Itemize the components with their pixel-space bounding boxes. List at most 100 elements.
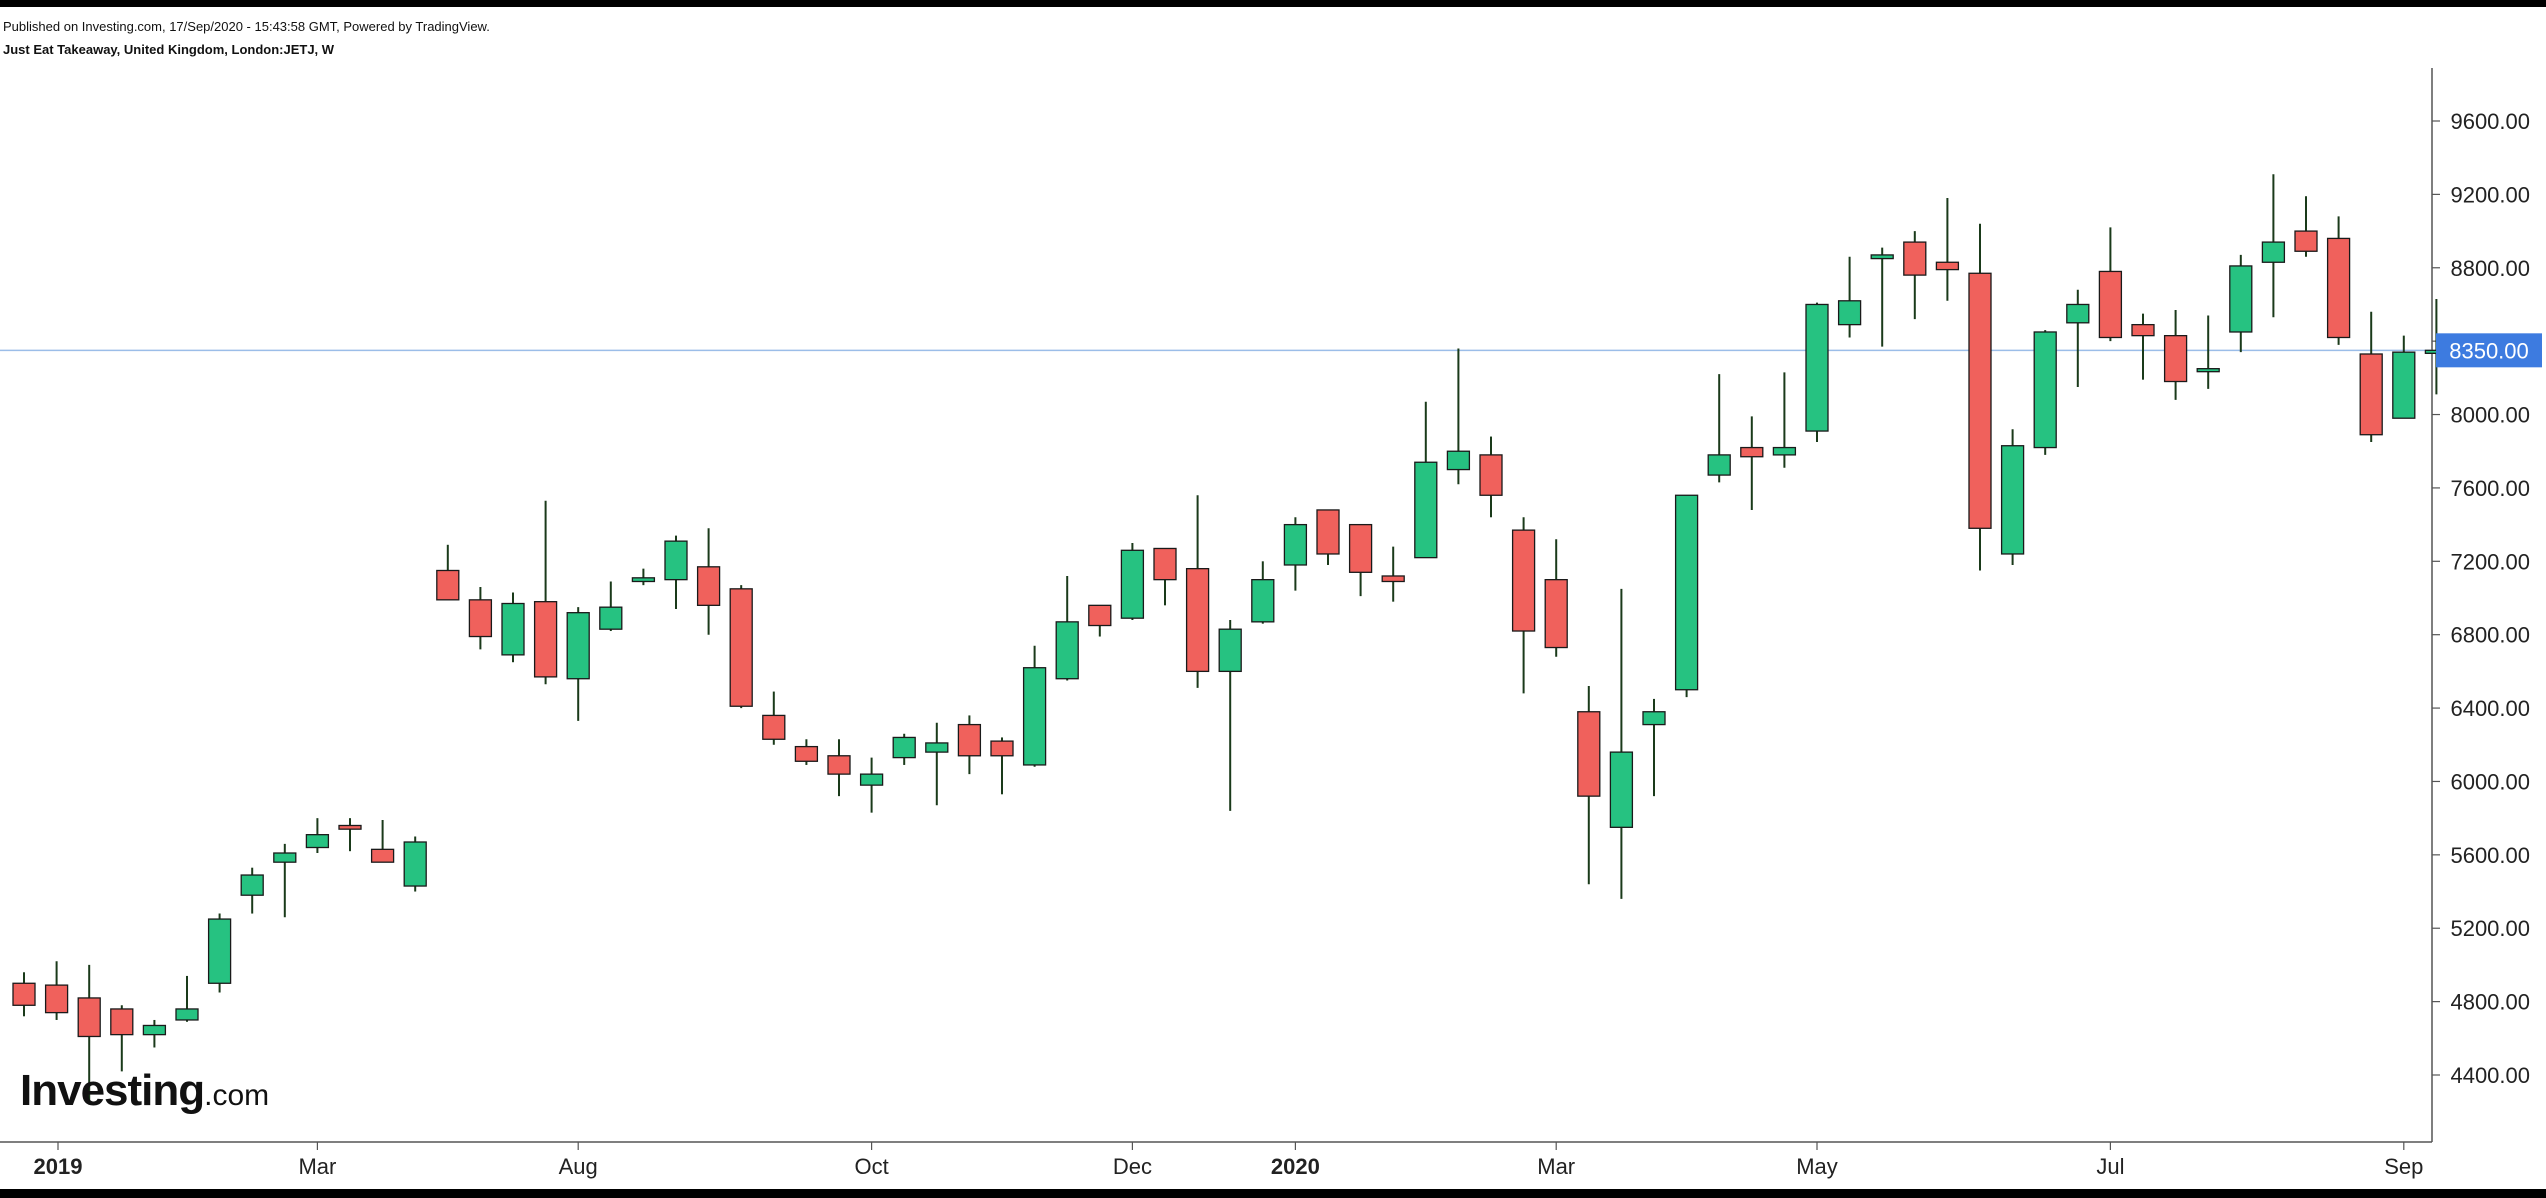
candle-up	[2033, 331, 2057, 449]
y-tick-label: 6000.00	[2450, 769, 2530, 794]
candle-down	[1348, 523, 1373, 573]
logo-brand: Investing	[20, 1066, 205, 1115]
candle-up	[501, 602, 525, 656]
candle-down	[762, 714, 786, 740]
y-tick-label: 5200.00	[2450, 916, 2530, 941]
candle-up	[2229, 265, 2253, 333]
y-tick-label: 9600.00	[2450, 109, 2530, 134]
candle-up	[1218, 628, 1242, 673]
candle-up	[2066, 303, 2090, 324]
y-tick-label: 4400.00	[2450, 1063, 2530, 1088]
candle-up	[1022, 667, 1047, 766]
candle-down	[1903, 241, 1927, 276]
candle-down	[1511, 529, 1536, 632]
candle-up	[1772, 446, 1797, 456]
candle-up	[1446, 450, 1471, 471]
x-tick-label: Mar	[298, 1154, 336, 1179]
candle-down	[2098, 270, 2123, 339]
candle-down	[794, 745, 819, 762]
y-tick-label: 8800.00	[2450, 256, 2530, 281]
y-tick-label: 7600.00	[2450, 476, 2530, 501]
candle-up	[1805, 303, 1829, 432]
x-tick-label: Jul	[2096, 1154, 2124, 1179]
candle-down	[957, 723, 982, 757]
candle-down	[2163, 334, 2188, 383]
x-tick-label: May	[1796, 1154, 1838, 1179]
x-tick-label: 2019	[34, 1154, 83, 1179]
candle-down	[1088, 604, 1112, 627]
x-tick-label: Dec	[1113, 1154, 1152, 1179]
candle-up	[2392, 351, 2416, 419]
candle-down	[436, 569, 460, 601]
candle-down	[338, 824, 362, 830]
y-tick-label: 8000.00	[2450, 403, 2530, 428]
candle-up	[1837, 300, 1862, 326]
candle-down	[110, 1008, 134, 1036]
y-tick-label: 9200.00	[2450, 182, 2530, 207]
candle-down	[827, 755, 851, 775]
candle-down	[2294, 230, 2318, 252]
candle-up	[859, 773, 884, 786]
candle-down	[1544, 579, 1568, 649]
x-tick-label: Oct	[854, 1154, 888, 1179]
candle-up	[1707, 454, 1731, 476]
x-tick-label: Sep	[2384, 1154, 2423, 1179]
candle-down	[2326, 237, 2351, 339]
candle-down	[696, 566, 721, 606]
candle-up	[240, 874, 264, 896]
candle-up	[631, 577, 656, 583]
candle-up	[1283, 523, 1308, 566]
y-tick-label: 5600.00	[2450, 843, 2530, 868]
x-tick-label: Mar	[1537, 1154, 1575, 1179]
candle-up	[1609, 751, 1634, 828]
candle-up	[1642, 711, 1666, 726]
y-tick-label: 4800.00	[2450, 990, 2530, 1015]
candle-up	[2261, 241, 2286, 263]
candle-down	[77, 997, 101, 1038]
candle-down	[1740, 446, 1764, 458]
candle-up	[273, 852, 297, 863]
candle-down	[370, 848, 395, 863]
candle-down	[990, 740, 1014, 757]
candle-up	[892, 736, 916, 759]
candle-down	[1935, 261, 1960, 271]
candle-up	[2196, 368, 2220, 373]
candle-up	[175, 1008, 199, 1021]
candle-up	[1674, 494, 1699, 691]
candle-up	[305, 834, 330, 849]
bottom-border	[0, 1189, 2546, 1198]
candle-up	[142, 1024, 167, 1036]
published-line: Published on Investing.com, 17/Sep/2020 …	[3, 19, 490, 34]
candle-up	[599, 606, 623, 630]
candle-down	[1153, 547, 1177, 581]
candle-up	[1870, 254, 1894, 260]
last-price-badge	[2436, 333, 2542, 368]
candle-down	[533, 601, 558, 678]
candle-up	[925, 742, 949, 753]
candle-up	[207, 918, 232, 984]
candle-up	[1120, 549, 1145, 619]
candle-down	[1316, 509, 1340, 555]
top-border	[0, 0, 2546, 7]
candle-up	[664, 540, 688, 581]
y-tick-label: 7200.00	[2450, 549, 2530, 574]
candle-down	[1381, 575, 1405, 583]
candle-down	[12, 982, 36, 1006]
symbol-title: Just Eat Takeaway, United Kingdom, Londo…	[3, 42, 335, 57]
candle-up	[566, 612, 590, 680]
candle-down	[44, 984, 69, 1014]
logo-suffix: .com	[204, 1079, 270, 1112]
candle-up	[2000, 445, 2025, 555]
candle-down	[729, 588, 753, 707]
candle-down	[1577, 711, 1601, 797]
candle-down	[2131, 323, 2155, 337]
candle-down	[1185, 567, 1210, 673]
candle-up	[403, 841, 427, 887]
investing-logo: Investing.com	[20, 1066, 269, 1116]
candle-down	[2359, 353, 2383, 436]
last-price-label: 8350.00	[2449, 338, 2529, 363]
candle-up	[1055, 621, 1079, 680]
candle-down	[468, 599, 493, 638]
y-tick-label: 6400.00	[2450, 696, 2530, 721]
